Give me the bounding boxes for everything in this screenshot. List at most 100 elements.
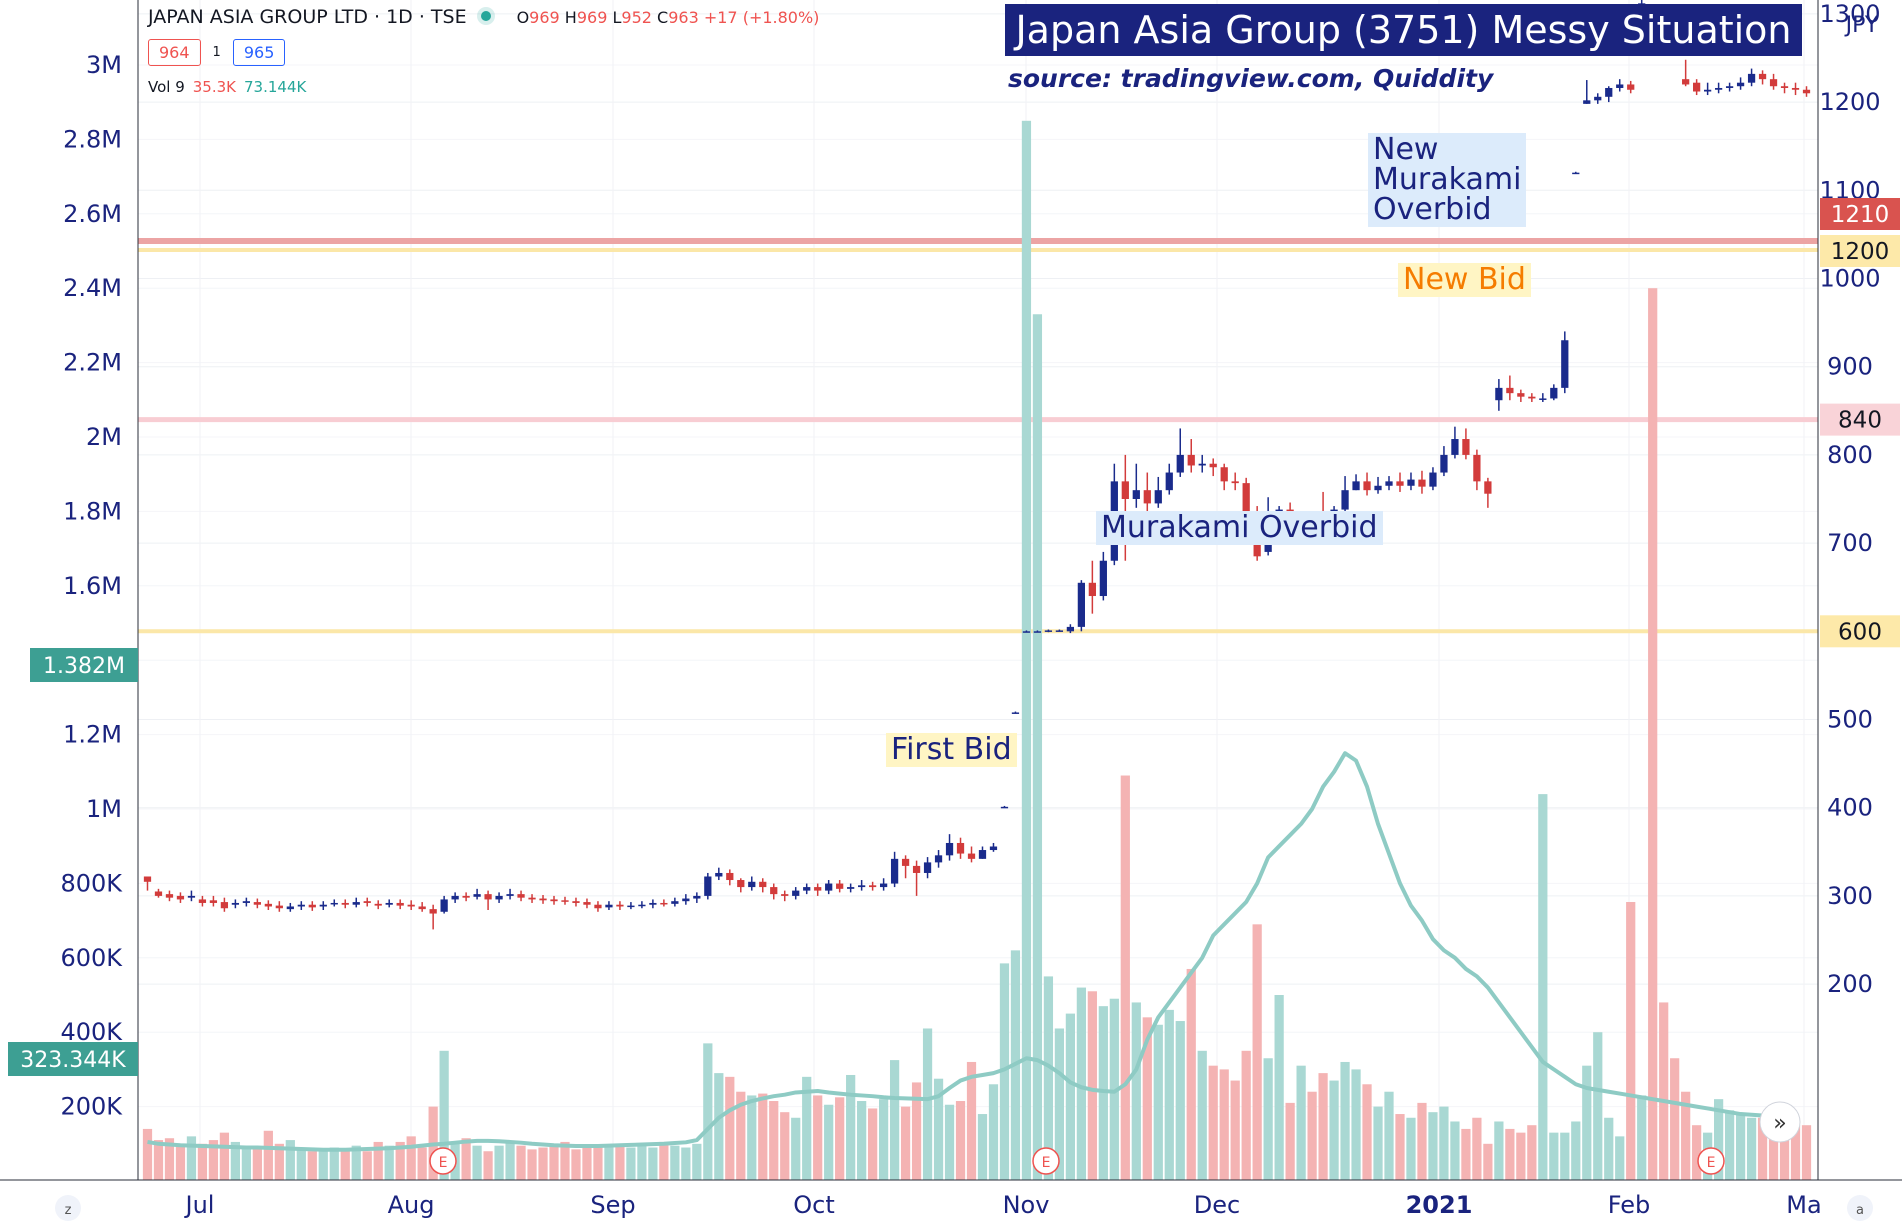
price-tick-label: 900 (1827, 353, 1873, 381)
volume-bar (1307, 1091, 1317, 1180)
candle-body (1385, 481, 1393, 486)
volume-bar (1593, 1032, 1603, 1180)
ask-price[interactable]: 965 (232, 39, 286, 66)
volume-tick-label: 800K (60, 869, 123, 897)
candle-body (1429, 472, 1437, 487)
candle-body (506, 894, 514, 896)
volume-tick-label: 2.4M (63, 274, 122, 302)
volume-bar (1120, 775, 1130, 1180)
candle-body (550, 899, 558, 902)
volume-bar (835, 1097, 845, 1180)
earnings-marker[interactable] (1032, 1147, 1060, 1175)
candle-body (923, 862, 932, 873)
volume-bar (1746, 1117, 1757, 1180)
earnings-marker[interactable] (429, 1147, 457, 1175)
candle-body (308, 904, 316, 908)
candle-body (1583, 100, 1591, 104)
candle-body (572, 901, 580, 903)
price-tick-label: 200 (1827, 970, 1873, 998)
chart-grid (138, 0, 1818, 1180)
time-tick-label: Aug (388, 1191, 435, 1219)
volume-bar (505, 1141, 515, 1180)
volume-bar (1362, 1084, 1372, 1180)
volume-bar (758, 1093, 768, 1180)
candle-body (385, 902, 393, 905)
candle-body (1363, 481, 1371, 491)
candle-body (956, 842, 965, 854)
volume-tick-label: 3M (86, 51, 122, 79)
candle-body (1198, 463, 1206, 466)
volume-bar (1549, 1132, 1559, 1180)
candle-body (660, 902, 668, 905)
candle-body (330, 902, 338, 905)
volume-legend[interactable]: Vol 9 35.3K 73.144K (148, 78, 306, 96)
volume-bar (1329, 1080, 1339, 1180)
annotation-new-bid: New Bid (1398, 263, 1531, 297)
volume-bar (780, 1112, 790, 1180)
volume-bar (307, 1151, 317, 1180)
volume-bar (593, 1145, 603, 1180)
candle-body (143, 876, 152, 882)
candle-body (154, 891, 163, 896)
candle-body (1802, 89, 1811, 94)
volume-bar (736, 1091, 746, 1180)
scroll-right-button[interactable] (1759, 1101, 1801, 1143)
volume-bar (988, 1084, 999, 1180)
candle-body (484, 894, 492, 900)
candle-body (1165, 472, 1173, 491)
volume-bar (944, 1104, 955, 1180)
volume-bar (1032, 314, 1043, 1180)
symbol-header[interactable]: JAPAN ASIA GROUP LTD · 1D · TSE O969 H969… (148, 6, 819, 28)
candle-body (1121, 481, 1129, 499)
candle-body (1242, 483, 1250, 512)
volume-bar (1538, 794, 1548, 1180)
volume-label: Vol 9 (148, 78, 185, 96)
volume-bar (1384, 1091, 1394, 1180)
volume-bar (373, 1141, 383, 1180)
volume-bar (1318, 1073, 1328, 1180)
scale-toggle-label: a (1856, 1203, 1864, 1218)
volume-bar (692, 1143, 702, 1180)
bid-price[interactable]: 964 (148, 39, 201, 66)
earnings-marker[interactable] (1697, 1147, 1725, 1175)
axis-badges: 1210 1200 840 600 1.382M 323.344K (8, 198, 1900, 1076)
volume-tick-label: 200K (60, 1093, 123, 1121)
scale-toggle-button[interactable] (55, 1195, 81, 1221)
volume-tick-label: 2.2M (63, 349, 122, 377)
volume-bar (406, 1136, 416, 1180)
candle-body (1055, 630, 1064, 632)
market-status-dot (480, 11, 491, 21)
candle-body (814, 887, 822, 891)
candle-body (418, 906, 426, 910)
volume-bar (670, 1145, 680, 1180)
volume-bar (1208, 1065, 1218, 1180)
volume-bar (208, 1140, 219, 1180)
volume-bar (472, 1145, 482, 1180)
volume-bar (340, 1149, 350, 1180)
candle-body (792, 890, 800, 896)
candle-body (1517, 393, 1525, 397)
candle-body (1143, 490, 1151, 504)
volume-bar (922, 1028, 933, 1180)
volume-bar (1637, 1095, 1647, 1180)
earnings-markers[interactable]: » E E E (429, 1101, 1801, 1175)
candle-body (671, 901, 679, 904)
volume-bar (1098, 1006, 1108, 1180)
volume-bar (1076, 987, 1086, 1180)
candle-body (682, 898, 690, 902)
volume-bar (1615, 1136, 1625, 1180)
volume-bar (230, 1141, 241, 1180)
scale-toggle-button[interactable] (1847, 1195, 1873, 1221)
candle-body (890, 858, 899, 884)
volume-bar (1505, 1128, 1515, 1180)
volume-bar (362, 1151, 372, 1180)
candle-body (1539, 398, 1547, 400)
symbol-name[interactable]: JAPAN ASIA GROUP LTD · 1D · TSE (148, 6, 467, 28)
volume-bar (681, 1147, 691, 1180)
volume-bar (439, 1050, 449, 1180)
candle-body (847, 887, 855, 889)
candle-body (868, 885, 877, 888)
volume-bar (1241, 1050, 1251, 1180)
